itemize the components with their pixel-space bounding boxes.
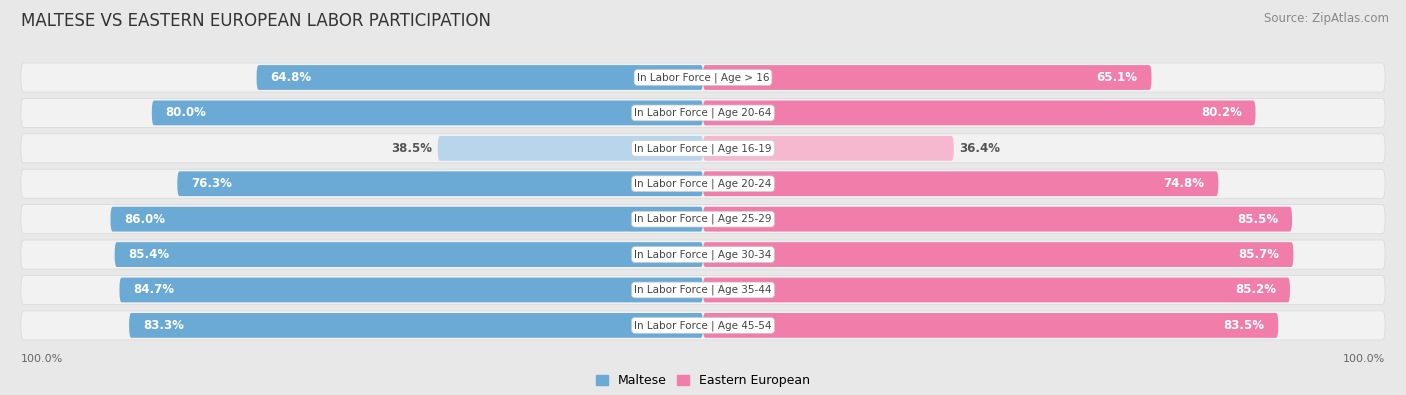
Text: In Labor Force | Age 30-34: In Labor Force | Age 30-34 xyxy=(634,249,772,260)
Text: 65.1%: 65.1% xyxy=(1097,71,1137,84)
Text: 80.2%: 80.2% xyxy=(1201,106,1241,119)
FancyBboxPatch shape xyxy=(703,136,953,161)
Text: In Labor Force | Age 35-44: In Labor Force | Age 35-44 xyxy=(634,285,772,295)
Text: 85.2%: 85.2% xyxy=(1236,284,1277,297)
Text: 38.5%: 38.5% xyxy=(391,142,432,155)
FancyBboxPatch shape xyxy=(152,100,703,125)
Text: In Labor Force | Age 16-19: In Labor Force | Age 16-19 xyxy=(634,143,772,154)
FancyBboxPatch shape xyxy=(703,100,1256,125)
Text: In Labor Force | Age 20-64: In Labor Force | Age 20-64 xyxy=(634,108,772,118)
Text: Source: ZipAtlas.com: Source: ZipAtlas.com xyxy=(1264,12,1389,25)
FancyBboxPatch shape xyxy=(21,205,1385,234)
FancyBboxPatch shape xyxy=(120,278,703,303)
FancyBboxPatch shape xyxy=(21,240,1385,269)
Text: 74.8%: 74.8% xyxy=(1164,177,1205,190)
Text: 36.4%: 36.4% xyxy=(959,142,1000,155)
Text: 85.7%: 85.7% xyxy=(1239,248,1279,261)
FancyBboxPatch shape xyxy=(115,242,703,267)
FancyBboxPatch shape xyxy=(256,65,703,90)
FancyBboxPatch shape xyxy=(703,65,1152,90)
FancyBboxPatch shape xyxy=(21,311,1385,340)
Text: 83.3%: 83.3% xyxy=(143,319,184,332)
FancyBboxPatch shape xyxy=(129,313,703,338)
Text: 83.5%: 83.5% xyxy=(1223,319,1264,332)
FancyBboxPatch shape xyxy=(703,171,1219,196)
FancyBboxPatch shape xyxy=(21,275,1385,305)
FancyBboxPatch shape xyxy=(111,207,703,231)
Text: 76.3%: 76.3% xyxy=(191,177,232,190)
Text: 86.0%: 86.0% xyxy=(124,213,166,226)
Text: In Labor Force | Age 25-29: In Labor Force | Age 25-29 xyxy=(634,214,772,224)
Text: In Labor Force | Age 45-54: In Labor Force | Age 45-54 xyxy=(634,320,772,331)
Text: In Labor Force | Age 20-24: In Labor Force | Age 20-24 xyxy=(634,179,772,189)
FancyBboxPatch shape xyxy=(703,242,1294,267)
Text: 100.0%: 100.0% xyxy=(1343,354,1385,365)
FancyBboxPatch shape xyxy=(703,278,1289,303)
FancyBboxPatch shape xyxy=(703,313,1278,338)
FancyBboxPatch shape xyxy=(21,63,1385,92)
Text: 84.7%: 84.7% xyxy=(134,284,174,297)
FancyBboxPatch shape xyxy=(177,171,703,196)
Text: 100.0%: 100.0% xyxy=(21,354,63,365)
FancyBboxPatch shape xyxy=(437,136,703,161)
FancyBboxPatch shape xyxy=(703,207,1292,231)
Text: 85.5%: 85.5% xyxy=(1237,213,1278,226)
Text: 64.8%: 64.8% xyxy=(270,71,312,84)
FancyBboxPatch shape xyxy=(21,134,1385,163)
FancyBboxPatch shape xyxy=(21,98,1385,128)
Text: 80.0%: 80.0% xyxy=(166,106,207,119)
Text: MALTESE VS EASTERN EUROPEAN LABOR PARTICIPATION: MALTESE VS EASTERN EUROPEAN LABOR PARTIC… xyxy=(21,12,491,30)
Text: 85.4%: 85.4% xyxy=(128,248,170,261)
Text: In Labor Force | Age > 16: In Labor Force | Age > 16 xyxy=(637,72,769,83)
Legend: Maltese, Eastern European: Maltese, Eastern European xyxy=(591,369,815,392)
FancyBboxPatch shape xyxy=(21,169,1385,198)
